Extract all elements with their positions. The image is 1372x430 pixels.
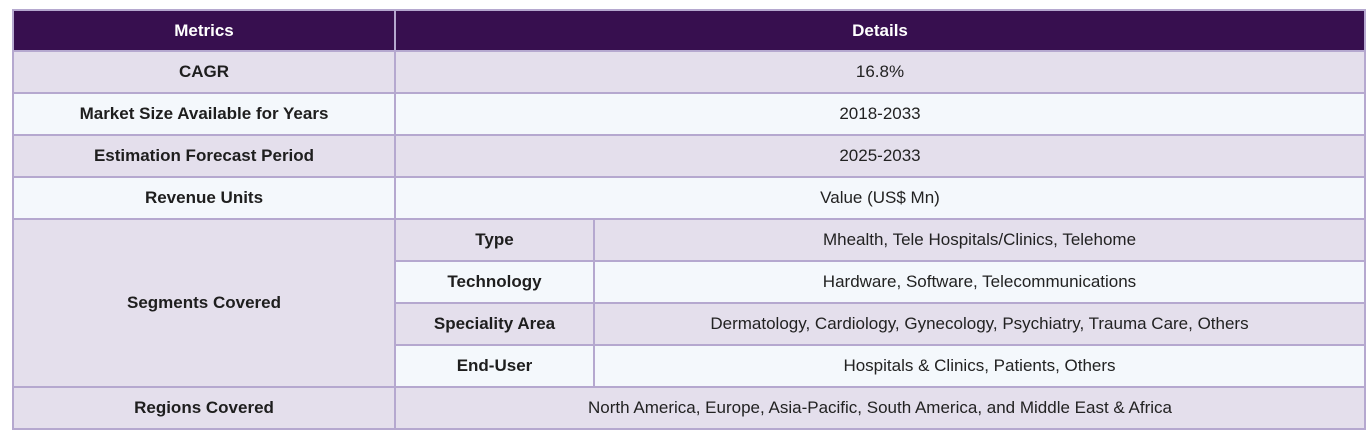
metric-market-size: Market Size Available for Years: [12, 92, 396, 136]
metric-segments-covered: Segments Covered: [12, 218, 396, 388]
table-row-forecast-period: Estimation Forecast Period 2025-2033: [12, 134, 1366, 178]
segment-value-speciality: Dermatology, Cardiology, Gynecology, Psy…: [593, 302, 1366, 346]
report-metrics-table: Metrics Details CAGR 16.8% Market Size A…: [12, 9, 1366, 430]
report-metrics-table-container: Metrics Details CAGR 16.8% Market Size A…: [12, 9, 1366, 430]
table-row-revenue-units: Revenue Units Value (US$ Mn): [12, 176, 1366, 220]
detail-revenue-units: Value (US$ Mn): [394, 176, 1366, 220]
table-row-segment-technology: Technology Hardware, Software, Telecommu…: [13, 260, 1366, 304]
detail-cagr: 16.8%: [394, 50, 1366, 94]
table-row-segment-type: Segments Covered Type Mhealth, Tele Hosp…: [12, 218, 1366, 388]
table-row-market-size: Market Size Available for Years 2018-203…: [12, 92, 1366, 136]
detail-regions-covered: North America, Europe, Asia-Pacific, Sou…: [394, 386, 1366, 430]
table-row-segment-end-user: End-User Hospitals & Clinics, Patients, …: [13, 344, 1366, 388]
segment-value-type: Mhealth, Tele Hospitals/Clinics, Telehom…: [593, 218, 1366, 262]
header-metrics: Metrics: [12, 9, 396, 52]
segment-value-technology: Hardware, Software, Telecommunications: [593, 260, 1366, 304]
header-details: Details: [394, 9, 1366, 52]
segment-name-type: Type: [394, 218, 595, 262]
metric-cagr: CAGR: [12, 50, 396, 94]
metric-regions-covered: Regions Covered: [12, 386, 396, 430]
table-row-regions: Regions Covered North America, Europe, A…: [12, 386, 1366, 430]
segment-name-technology: Technology: [394, 260, 595, 304]
table-row-cagr: CAGR 16.8%: [12, 50, 1366, 94]
segment-name-speciality: Speciality Area: [394, 302, 595, 346]
table-row-segment-speciality: Speciality Area Dermatology, Cardiology,…: [13, 302, 1366, 346]
metric-forecast-period: Estimation Forecast Period: [12, 134, 396, 178]
segment-value-end-user: Hospitals & Clinics, Patients, Others: [593, 344, 1366, 388]
segment-name-end-user: End-User: [394, 344, 595, 388]
table-header-row: Metrics Details: [12, 9, 1366, 52]
detail-market-size: 2018-2033: [394, 92, 1366, 136]
detail-forecast-period: 2025-2033: [394, 134, 1366, 178]
metric-revenue-units: Revenue Units: [12, 176, 396, 220]
